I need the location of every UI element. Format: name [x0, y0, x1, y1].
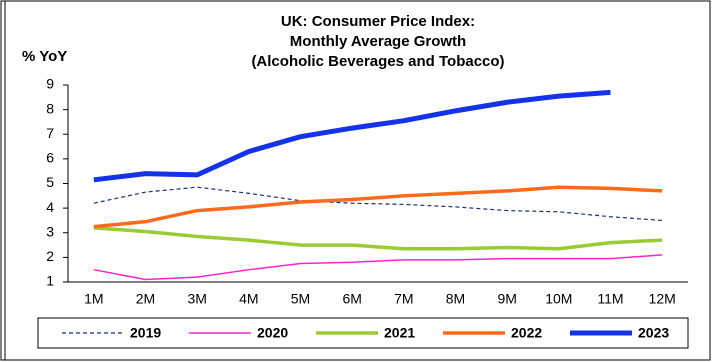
x-tick-label: 6M	[342, 291, 361, 307]
series-line	[93, 226, 663, 251]
x-tick-label: 3M	[187, 291, 206, 307]
y-tick-label: 7	[46, 125, 54, 141]
y-tick-label: 1	[46, 273, 54, 289]
y-tick-label: 3	[46, 223, 54, 239]
y-tick-label: 5	[46, 174, 54, 190]
chart-title: UK: Consumer Price Index:	[281, 13, 475, 30]
x-tick-label: 10M	[545, 291, 572, 307]
legend-label: 2021	[384, 325, 415, 341]
series-line	[93, 254, 663, 281]
legend-label: 2023	[638, 325, 669, 341]
y-tick-label: 2	[46, 248, 54, 264]
x-tick-label: 1M	[84, 291, 103, 307]
x-tick-label: 8M	[446, 291, 465, 307]
series-line	[93, 185, 663, 229]
series-line	[93, 89, 611, 183]
x-tick-label: 11M	[597, 291, 623, 307]
y-tick-label: 6	[46, 150, 54, 166]
legend-label: 2022	[511, 325, 542, 341]
y-tick-label: 4	[46, 199, 54, 215]
chart-title: Monthly Average Growth	[290, 33, 466, 50]
x-tick-label: 9M	[497, 291, 516, 307]
series-line	[93, 186, 663, 222]
legend-label: 2020	[257, 325, 288, 341]
x-tick-label: 4M	[239, 291, 258, 307]
legend-box	[37, 317, 689, 349]
x-tick-label: 5M	[291, 291, 310, 307]
y-tick-label: 9	[46, 76, 54, 92]
y-tick-label: 8	[46, 100, 54, 116]
y-axis-label: % YoY	[22, 48, 67, 65]
chart-title: (Alcoholic Beverages and Tobacco)	[251, 53, 504, 70]
x-tick-label: 12M	[649, 291, 676, 307]
x-tick-label: 7M	[394, 291, 413, 307]
x-tick-label: 2M	[136, 291, 155, 307]
legend-label: 2019	[130, 325, 161, 341]
